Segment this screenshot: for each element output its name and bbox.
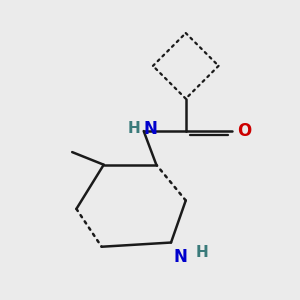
Text: H: H bbox=[195, 244, 208, 260]
Text: N: N bbox=[144, 120, 158, 138]
Text: N: N bbox=[173, 248, 187, 266]
Text: O: O bbox=[237, 122, 251, 140]
Text: H: H bbox=[128, 122, 140, 136]
